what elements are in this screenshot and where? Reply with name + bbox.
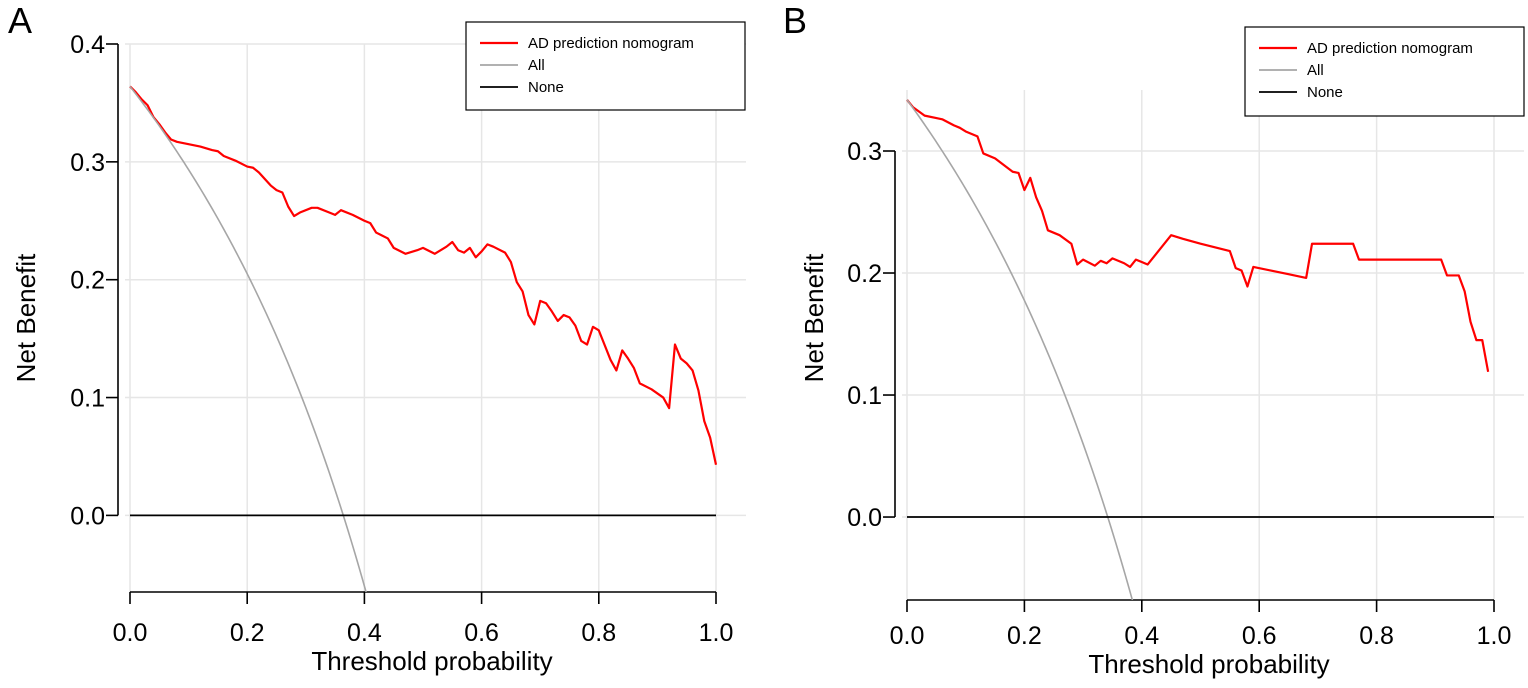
y-tick-label: 0.3 bbox=[70, 149, 105, 177]
legend: AD prediction nomogram All None bbox=[465, 21, 746, 111]
y-tick-label: 0.4 bbox=[70, 31, 105, 59]
x-tick-label: 0.0 bbox=[890, 622, 925, 650]
legend-label: None bbox=[1307, 84, 1343, 101]
y-tick-label: 0.2 bbox=[847, 260, 882, 288]
x-tick-label: 0.4 bbox=[1124, 622, 1159, 650]
series-line-all bbox=[129, 85, 367, 592]
y-tick-label: 0.0 bbox=[70, 502, 105, 530]
x-axis-title: Threshold probability bbox=[311, 646, 552, 676]
legend-label: AD prediction nomogram bbox=[1307, 40, 1473, 57]
legend-label: All bbox=[528, 57, 545, 74]
series-group bbox=[129, 85, 718, 592]
panel-label: B bbox=[783, 0, 807, 41]
x-tick-label: 0.8 bbox=[1359, 622, 1394, 650]
chart-panel-a: 0.0 0.2 0.4 0.6 0.8 1.00.00.10.20.30.4Thresho… bbox=[8, 0, 746, 676]
legend-label: None bbox=[528, 79, 564, 96]
x-tick-label: 0.4 bbox=[347, 619, 382, 647]
y-tick-label: 0.0 bbox=[847, 504, 882, 532]
x-tick-label: 0.0 bbox=[113, 619, 148, 647]
y-axis-title: Net Benefit bbox=[799, 253, 829, 382]
x-tick-label: 1.0 bbox=[699, 619, 734, 647]
legend-label: AD prediction nomogram bbox=[528, 35, 694, 52]
y-tick-label: 0.1 bbox=[847, 382, 882, 410]
x-tick-label: 0.2 bbox=[1007, 622, 1042, 650]
x-tick-label: 1.0 bbox=[1477, 622, 1512, 650]
x-tick-label: 0.8 bbox=[581, 619, 616, 647]
y-axis-title: Net Benefit bbox=[11, 253, 41, 382]
y-tick-label: 0.1 bbox=[70, 385, 105, 413]
x-tick-label: 0.2 bbox=[230, 619, 265, 647]
x-tick-label: 0.6 bbox=[1242, 622, 1277, 650]
chart-panel-b: 0.0 0.2 0.4 0.6 0.8 1.0 0.0 0.1 0.2 0.3 Threshold … bbox=[783, 0, 1525, 679]
x-tick-label: 0.6 bbox=[464, 619, 499, 647]
legend-box bbox=[465, 21, 746, 111]
legend: AD prediction nomogram All None bbox=[1244, 26, 1525, 117]
y-tick-label: 0.2 bbox=[70, 267, 105, 295]
series-group bbox=[906, 99, 1494, 600]
panel-label: A bbox=[8, 0, 32, 41]
series-line-all bbox=[906, 99, 1134, 600]
y-tick-label: 0.3 bbox=[847, 138, 882, 166]
legend-label: All bbox=[1307, 62, 1324, 79]
legend-box bbox=[1244, 26, 1525, 117]
series-line-ad-prediction-nomogram bbox=[906, 99, 1490, 373]
series-line-ad-prediction-nomogram bbox=[129, 85, 718, 465]
x-axis-title: Threshold probability bbox=[1088, 649, 1329, 679]
